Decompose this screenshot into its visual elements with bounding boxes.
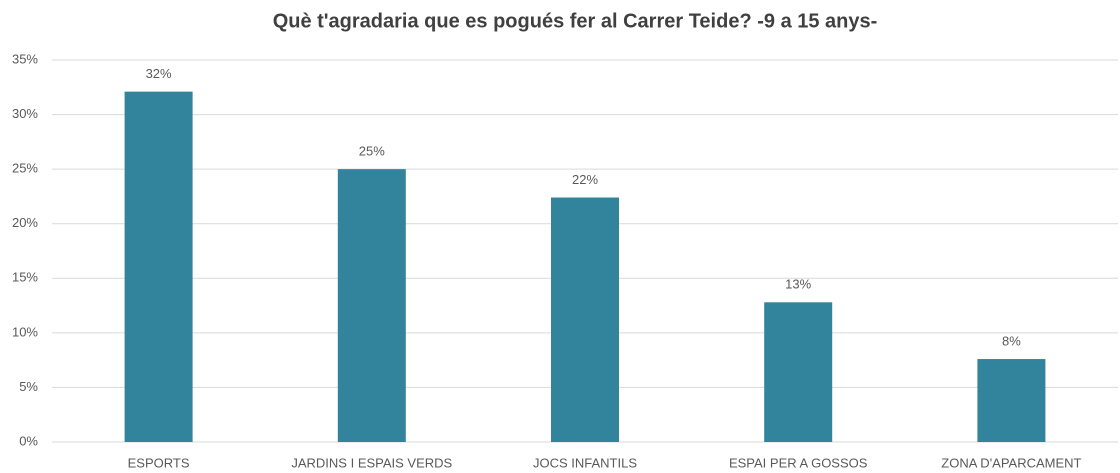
x-tick-label: ESPORTS: [128, 455, 190, 470]
bar: [124, 91, 193, 442]
chart-title: Què t'agradaria que es pogués fer al Car…: [273, 10, 878, 32]
x-tick-label: ESPAI PER A GOSSOS: [729, 455, 868, 470]
data-label: 22%: [572, 172, 598, 187]
y-tick-label: 30%: [12, 106, 38, 121]
y-tick-label: 35%: [12, 51, 38, 66]
bar: [551, 197, 619, 442]
bar: [764, 302, 833, 442]
y-tick-label: 0%: [19, 433, 38, 448]
x-tick-label: JOCS INFANTILS: [533, 455, 637, 470]
y-tick-label: 5%: [19, 379, 38, 394]
data-label: 25%: [359, 144, 385, 159]
bar: [337, 169, 406, 442]
y-tick-label: 15%: [12, 270, 38, 285]
y-tick-label: 20%: [12, 215, 38, 230]
y-tick-label: 25%: [12, 161, 38, 176]
data-label: 13%: [785, 277, 811, 292]
x-tick-label: JARDINS I ESPAIS VERDS: [291, 455, 452, 470]
y-tick-label: 10%: [12, 324, 38, 339]
data-label: 32%: [146, 66, 172, 81]
x-tick-label: ZONA D'APARCAMENT: [941, 455, 1081, 470]
data-label: 8%: [1002, 333, 1021, 348]
bar: [977, 359, 1046, 442]
